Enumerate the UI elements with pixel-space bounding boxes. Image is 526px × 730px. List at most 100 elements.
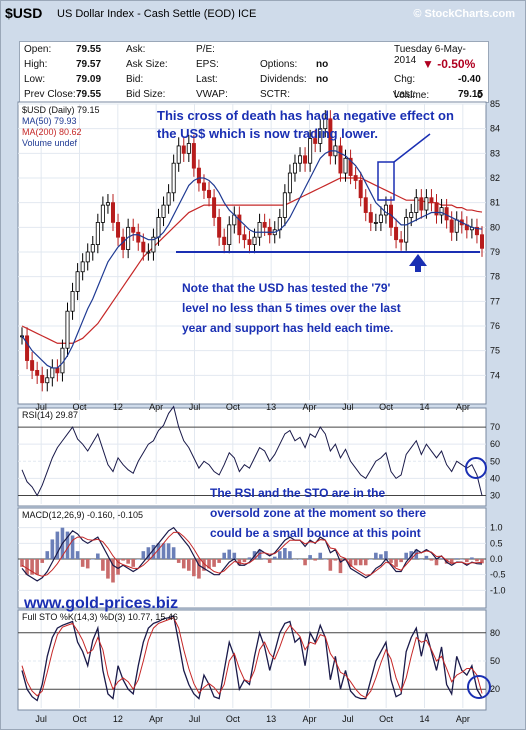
macd-histogram-bar [480,559,484,564]
series-legend: $USD (Daily) 79.15 [22,105,100,115]
sto-tick-label: 50 [490,656,500,666]
x-tick-label: Jul [35,402,47,412]
x-tick-label: Jul [342,402,354,412]
macd-histogram-bar [414,549,419,559]
macd-histogram-bar [35,559,39,575]
candle-body [95,221,100,245]
candle-body [399,239,404,243]
price-tick-label: 78 [490,272,500,282]
macd-histogram-bar [459,559,464,560]
options-label: Options: [260,59,298,70]
macd-histogram-bar [247,557,252,559]
macd-histogram-bar [363,559,368,566]
rsi-panel [17,407,487,507]
candle-body [237,214,242,236]
candle-body [90,244,95,253]
volume-label: Volume: [393,90,430,101]
candle-body [303,155,308,164]
macd-histogram-bar [267,559,272,563]
sto-k-line [21,615,483,702]
macd-histogram-bar [161,543,166,559]
macd-histogram-bar [207,559,211,569]
macd-histogram-bar [404,552,408,559]
candle-body [444,207,449,221]
macd-histogram-bar [419,559,424,560]
macd-histogram-bar [75,551,80,559]
macd-histogram-bar [434,559,439,566]
watermark: www.gold-prices.biz [23,595,178,612]
rsi-line [21,405,483,497]
x-tick-label-bottom: Apr [149,714,163,724]
price-tick-label: 77 [490,296,500,306]
candle-body [323,118,328,130]
macd-histogram-bar [126,559,130,564]
candle-body [419,197,424,211]
macd-histogram-bar [65,531,70,559]
candle-body [55,367,60,374]
candle-body [80,261,85,273]
macd-histogram-bar [181,559,186,569]
candle-body [217,217,222,238]
candle-body [267,226,272,236]
candle-body [212,197,217,218]
rsi-tick-label: 70 [490,422,500,432]
macd-histogram-bar [151,544,156,559]
candle-body [201,182,206,191]
macd-histogram-bar [429,559,434,561]
candle-body [454,219,459,233]
candle-body [363,197,368,213]
candle-body [282,192,287,218]
candle-body [338,145,343,174]
candle-body [257,221,262,238]
macd-histogram-bar [116,559,120,575]
candle-body [176,145,181,164]
subtitle: US Dollar Index - Cash Settle (EOD) ICE [57,8,257,20]
macd-histogram-bar [348,559,353,567]
sto-d-line [21,617,483,699]
candle-body [181,145,186,154]
rsi-tick-label: 30 [490,490,500,500]
x-tick-label-bottom: 13 [266,714,276,724]
macd-panel [17,507,487,609]
macd-histogram-bar [298,559,302,560]
macd-histogram-bar [313,559,317,561]
x-tick-label: 12 [113,402,123,412]
candle-body [298,155,303,164]
candle-body [409,212,414,218]
candle-body [479,234,484,249]
macd-histogram-bar [111,559,115,583]
chg-label: Chg: [394,74,416,85]
macd-histogram-bar [227,549,232,559]
candle-body [196,167,201,184]
x-tick-label-bottom: 12 [113,714,123,724]
chg-value: -0.40 [458,74,481,85]
macd-histogram-bar [338,559,343,574]
candle-body [100,204,105,223]
sctr-label: SCTR: [260,89,290,100]
dividends-label: Dividends: [260,74,307,85]
x-tick-label-bottom: Oct [72,714,87,724]
macd-histogram-bar [55,531,60,559]
macd-histogram-bar [50,539,55,559]
macd-histogram-bar [166,543,171,559]
price-tick-label: 81 [490,198,500,208]
macd-histogram-bar [449,559,454,564]
sto-tick-label: 20 [490,684,500,694]
candle-body [242,234,247,241]
macd-histogram-bar [465,559,469,563]
candle-body [247,239,252,246]
candle-body [383,204,388,216]
cross-highlight-box [377,161,395,201]
stockcharts-brand[interactable]: © StockCharts.com [413,8,515,20]
ma200-line [21,177,483,344]
candle-body [166,192,171,206]
last2-value: 79.15 [458,89,484,100]
x-tick-label: 13 [266,402,276,412]
sto-tick-label: 80 [490,628,500,638]
macd-histogram-bar [45,551,50,559]
candle-body [308,138,313,164]
candle-body [353,175,358,181]
price-tick-label: 83 [490,148,500,158]
high-label: High: [24,59,48,70]
macd-histogram-bar [439,558,444,559]
